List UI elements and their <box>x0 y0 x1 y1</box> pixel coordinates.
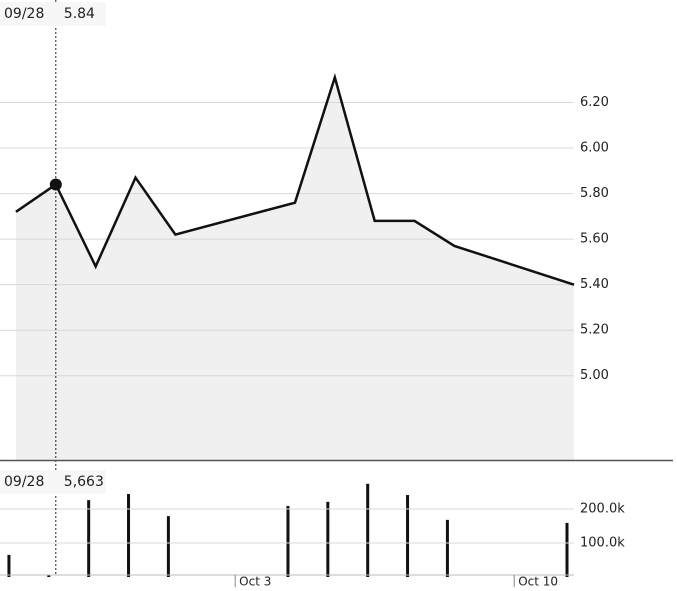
tooltip-date: 09/28 <box>4 474 44 490</box>
tooltip-date: 09/28 <box>4 6 44 22</box>
y-tick-label: 5.00 <box>580 368 609 383</box>
volume-bar <box>565 522 569 577</box>
tooltip-box <box>0 470 106 494</box>
volume-bar <box>326 501 330 577</box>
volume-bar <box>286 505 290 577</box>
volume-bar <box>366 483 370 577</box>
y-tick-label: 5.40 <box>580 277 609 292</box>
y-tick-label: 200.0k <box>580 501 625 516</box>
tooltip-value: 5,663 <box>64 474 104 490</box>
y-tick-label: 6.00 <box>580 141 609 156</box>
y-tick-label: 5.80 <box>580 186 609 201</box>
y-tick-label: 5.60 <box>580 232 609 247</box>
tooltip-value: 5.84 <box>64 6 95 22</box>
x-tick-label: Oct 10 <box>518 575 558 589</box>
volume-bar <box>406 495 410 577</box>
x-tick-label: Oct 3 <box>239 575 271 589</box>
volume-bar <box>127 494 131 577</box>
tooltip-box <box>0 2 106 26</box>
crosshair-point <box>49 178 62 191</box>
y-tick-label: 100.0k <box>580 535 625 550</box>
volume-bar <box>166 516 170 577</box>
price-area <box>15 77 574 460</box>
volume-bar <box>445 519 449 577</box>
volume-bar <box>47 575 51 577</box>
y-tick-label: 5.20 <box>580 323 609 338</box>
volume-bar <box>87 500 91 577</box>
price-line <box>15 73 575 286</box>
y-tick-label: 6.20 <box>580 95 609 110</box>
volume-bar <box>7 554 11 577</box>
